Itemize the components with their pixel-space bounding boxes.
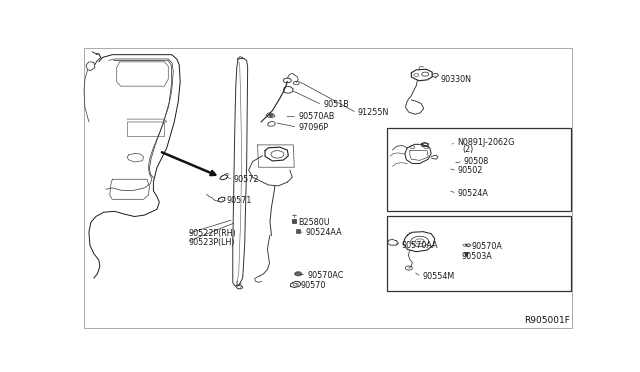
Text: 90554M: 90554M: [422, 272, 454, 281]
Text: 90508: 90508: [464, 157, 489, 166]
Text: 90570AA: 90570AA: [401, 241, 438, 250]
Text: 90502: 90502: [458, 166, 483, 175]
Text: 9051B: 9051B: [323, 100, 349, 109]
Text: 90503A: 90503A: [462, 251, 493, 260]
Text: (2): (2): [462, 145, 473, 154]
Text: 90522P(RH): 90522P(RH): [188, 229, 236, 238]
Text: 90570: 90570: [301, 281, 326, 290]
Bar: [387, 216, 571, 291]
Text: 90523P(LH): 90523P(LH): [188, 238, 235, 247]
Text: 97096P: 97096P: [298, 123, 328, 132]
Text: R905001F: R905001F: [524, 316, 570, 325]
Text: 90572: 90572: [234, 175, 259, 184]
Text: 90570AC: 90570AC: [307, 271, 344, 280]
Bar: [387, 128, 571, 211]
Text: N0891J-2062G: N0891J-2062G: [457, 138, 515, 147]
Text: 90570AB: 90570AB: [298, 112, 335, 121]
Circle shape: [269, 114, 273, 116]
Text: 90571: 90571: [227, 196, 252, 205]
Text: 90330N: 90330N: [440, 74, 471, 83]
Text: 90570A: 90570A: [472, 242, 502, 251]
Text: B2580U: B2580U: [298, 218, 330, 227]
Text: 90524AA: 90524AA: [306, 228, 342, 237]
Text: 90524A: 90524A: [458, 189, 489, 198]
Circle shape: [295, 272, 301, 276]
Text: 91255N: 91255N: [358, 108, 389, 117]
